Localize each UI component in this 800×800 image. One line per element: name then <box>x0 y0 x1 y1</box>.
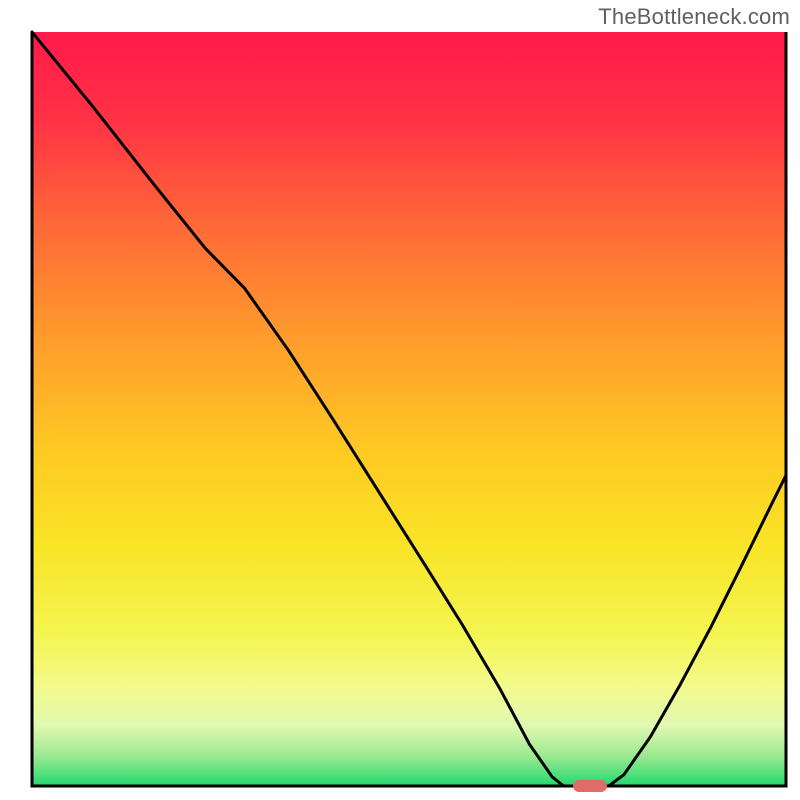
optimal-marker <box>573 780 607 792</box>
chart-container: TheBottleneck.com <box>0 0 800 800</box>
bottleneck-chart <box>0 0 800 800</box>
plot-background <box>32 32 786 786</box>
